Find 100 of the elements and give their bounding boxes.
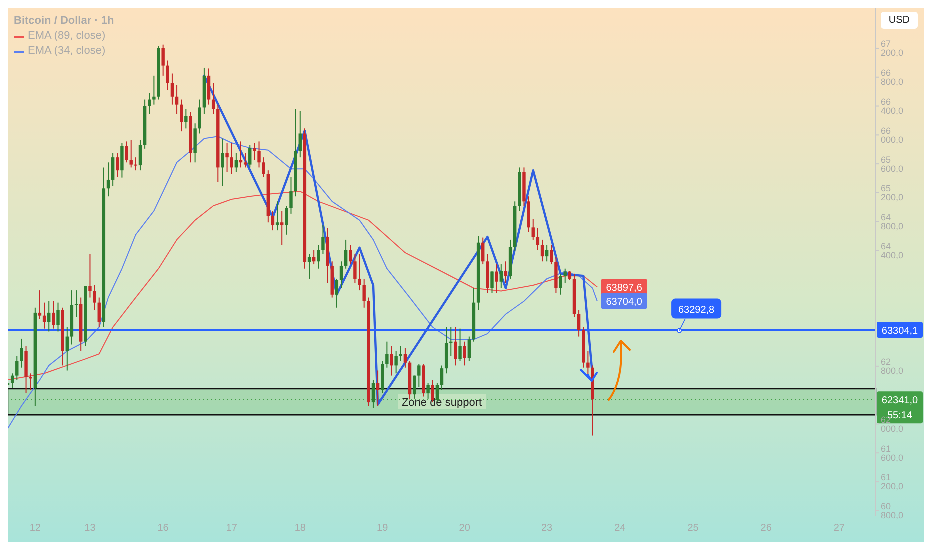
candlestick: [93, 284, 96, 311]
candlestick: [88, 254, 92, 298]
y-tick-label: 65 600,0: [881, 154, 904, 174]
candlestick: [52, 300, 56, 330]
y-tick-label: 64 800,0: [881, 212, 904, 232]
candlestick: [426, 382, 430, 400]
data-label: 63704,0: [606, 297, 643, 308]
candlestick: [48, 300, 51, 332]
y-tick-label: 61 600,0: [881, 444, 904, 463]
candlestick: [394, 350, 398, 374]
candlestick: [290, 176, 293, 214]
candlestick: [399, 346, 402, 362]
candlestick: [504, 261, 508, 284]
candlestick: [38, 290, 42, 320]
band-label: Zone de support: [402, 397, 482, 410]
candlestick: [490, 270, 494, 294]
candlestick: [66, 326, 69, 372]
candlestick: [354, 254, 357, 284]
x-tick-label: 20: [459, 523, 471, 534]
legend-label: EMA (89, close): [28, 29, 106, 44]
y-tick-label: 64 400,0: [881, 241, 904, 260]
candlestick: [111, 152, 115, 187]
legend-label: EMA (34, close): [28, 44, 106, 59]
y-tick-label: 66 800,0: [881, 68, 904, 88]
candlestick: [280, 210, 284, 246]
candlestick: [248, 144, 252, 168]
candlestick: [568, 270, 572, 281]
candlestick: [262, 157, 266, 178]
data-label: 63897,6: [606, 283, 643, 294]
ref-line-label: 63304,1: [882, 326, 919, 337]
candlestick: [440, 365, 444, 391]
candlestick: [56, 302, 60, 332]
candlestick: [349, 244, 352, 266]
candlestick: [184, 108, 188, 130]
x-tick-label: 23: [542, 523, 554, 534]
x-tick-label: 16: [158, 523, 170, 534]
x-tick-label: 12: [30, 523, 42, 534]
candlestick: [244, 152, 248, 168]
x-tick-label: 18: [294, 523, 306, 534]
candlestick: [106, 162, 110, 198]
candlestick: [138, 140, 142, 172]
y-tick-label: 66 000,0: [881, 126, 904, 145]
candlestick: [463, 341, 466, 366]
x-tick-label: 27: [834, 523, 846, 534]
candlestick: [198, 99, 202, 134]
x-tick-label: 24: [614, 523, 626, 534]
line-series: [8, 191, 598, 381]
candlestick: [335, 278, 339, 308]
candlestick: [175, 84, 179, 115]
candlestick: [550, 244, 554, 266]
candlestick: [276, 201, 280, 232]
candlestick: [358, 254, 362, 292]
candlestick: [372, 380, 376, 409]
candlestick: [308, 254, 312, 280]
candlestick: [125, 141, 128, 164]
candlestick: [454, 326, 458, 366]
candlestick: [545, 244, 549, 262]
candlestick: [317, 244, 320, 270]
candlestick: [152, 75, 156, 106]
candlestick: [390, 346, 394, 376]
candlestick: [500, 264, 503, 289]
x-tick-label: 25: [688, 523, 700, 534]
candlestick: [386, 341, 389, 368]
y-tick-label: 66 400,0: [881, 96, 904, 116]
candlestick: [559, 273, 562, 296]
candlestick: [207, 68, 211, 106]
candlestick: [221, 138, 224, 187]
text: Bitcoin / Dollar · 1h: [14, 14, 114, 29]
candlestick: [162, 44, 165, 76]
candlestick: [98, 297, 101, 328]
y-tick-label: 65 200,0: [881, 184, 904, 203]
candlestick: [116, 152, 120, 178]
candlestick: [532, 218, 535, 240]
line-series: [8, 136, 598, 430]
candlestick: [148, 92, 152, 115]
x-tick-label: 17: [226, 523, 238, 534]
y-tick-label: 67 200,0: [881, 39, 904, 58]
candlestick: [376, 370, 380, 407]
candlestick: [253, 142, 256, 161]
candlestick: [230, 142, 234, 175]
candlestick: [285, 205, 288, 236]
candlestick: [226, 142, 229, 173]
annotation: 63292,8: [678, 304, 716, 316]
candlestick: [258, 141, 261, 168]
candlestick: [362, 278, 366, 308]
candlestick: [344, 239, 348, 270]
candlestick: [134, 157, 138, 172]
candlestick: [458, 328, 462, 362]
candlestick: [298, 110, 302, 158]
candlestick: [468, 336, 472, 362]
candlestick: [495, 264, 498, 294]
candlestick: [130, 140, 133, 168]
candlestick: [322, 225, 325, 255]
text: USD: [880, 12, 918, 29]
x-tick-label: 13: [84, 523, 96, 534]
candlestick: [20, 338, 24, 368]
candlestick: [16, 356, 19, 381]
candlestick: [536, 228, 540, 251]
candlestick: [10, 373, 14, 389]
candlestick: [412, 375, 416, 400]
